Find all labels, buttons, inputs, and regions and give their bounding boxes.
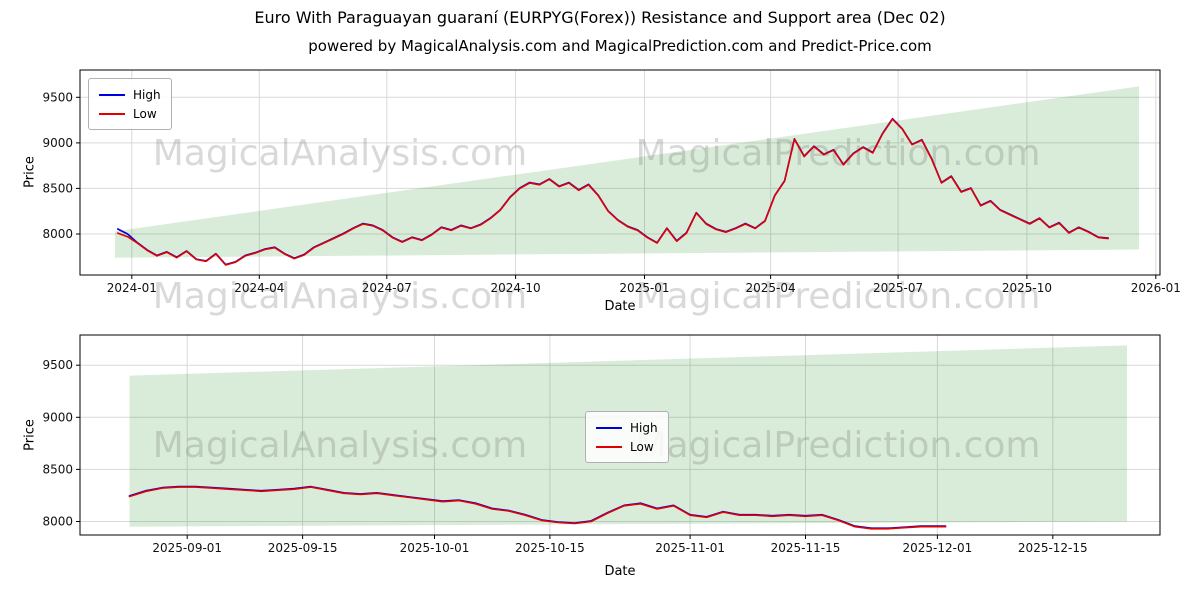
y-tick-label: 8000 [42, 227, 73, 241]
low-line-swatch [596, 445, 622, 448]
x-tick-label: 2024-04 [234, 281, 284, 295]
watermark-text: MagicalAnalysis.com [153, 425, 527, 466]
x-tick-label: 2025-09-01 [152, 541, 222, 555]
figure-subtitle: powered by MagicalAnalysis.com and Magic… [308, 37, 932, 55]
x-tick-label: 2025-10-15 [515, 541, 585, 555]
x-tick-label: 2025-04 [746, 281, 796, 295]
watermark-text: MagicalPrediction.com [636, 425, 1041, 466]
y-axis-label-bottom: Price [22, 419, 38, 451]
low-line-swatch [99, 112, 125, 115]
x-tick-label: 2025-01 [619, 281, 669, 295]
x-tick-label: 2024-10 [491, 281, 541, 295]
x-tick-label: 2024-01 [107, 281, 157, 295]
x-tick-label: 2026-01 [1131, 281, 1181, 295]
legend-label-low: Low [133, 106, 157, 121]
x-tick-label: 2025-12-15 [1018, 541, 1088, 555]
watermark-text: MagicalPrediction.com [636, 133, 1041, 174]
low-line [117, 118, 1109, 266]
high-line-swatch [596, 426, 622, 429]
legend-bottom-chart: High Low [585, 411, 669, 463]
y-tick-label: 9500 [42, 358, 73, 372]
figure-title: Euro With Paraguayan guaraní (EURPYG(For… [254, 8, 946, 27]
y-tick-label: 9000 [42, 136, 73, 150]
y-tick-label: 8500 [42, 181, 73, 195]
y-tick-label: 8500 [42, 462, 73, 476]
legend-item-high: High [99, 85, 161, 104]
support-resistance-band [115, 86, 1139, 258]
watermark-text: MagicalAnalysis.com [153, 276, 527, 317]
x-tick-label: 2024-07 [362, 281, 412, 295]
x-tick-label: 2025-11-15 [771, 541, 841, 555]
x-axis-label-top: Date [604, 299, 636, 314]
x-tick-label: 2025-12-01 [903, 541, 973, 555]
legend-label-high: High [133, 87, 161, 102]
watermark-text: MagicalPrediction.com [636, 276, 1041, 317]
x-tick-label: 2025-07 [873, 281, 923, 295]
x-tick-label: 2025-10-01 [400, 541, 470, 555]
legend-label-high: High [630, 420, 658, 435]
x-axis-label-bottom: Date [604, 564, 636, 579]
x-tick-label: 2025-11-01 [655, 541, 725, 555]
low-line [128, 486, 947, 530]
legend-item-low: Low [596, 437, 658, 456]
axes-frame [79, 69, 1161, 276]
y-tick-label: 9000 [42, 410, 73, 424]
legend-item-low: Low [99, 104, 161, 123]
x-tick-label: 2025-09-15 [268, 541, 338, 555]
high-line-swatch [99, 93, 125, 96]
legend-label-low: Low [630, 439, 654, 454]
y-tick-label: 9500 [42, 90, 73, 104]
x-tick-label: 2025-10 [1002, 281, 1052, 295]
y-axis-label-top: Price [22, 156, 38, 188]
axes-frame [79, 334, 1161, 536]
legend-top-chart: High Low [88, 78, 172, 130]
legend-item-high: High [596, 418, 658, 437]
y-tick-label: 8000 [42, 515, 73, 529]
watermark-text: MagicalAnalysis.com [153, 133, 527, 174]
